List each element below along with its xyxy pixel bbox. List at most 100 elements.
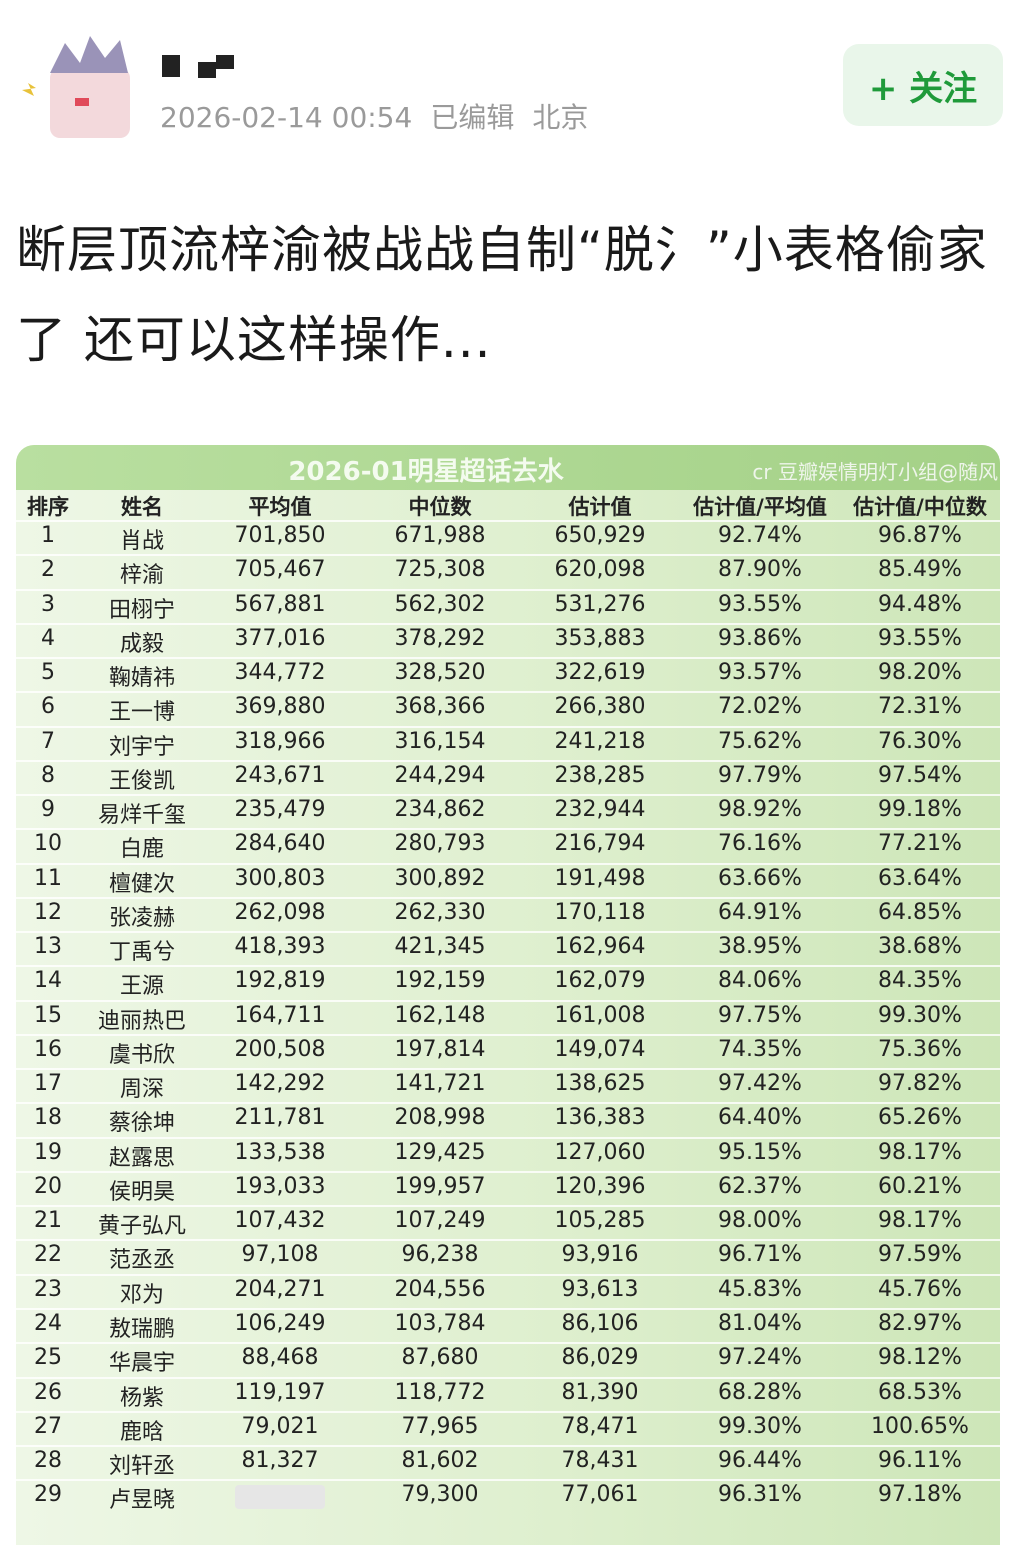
name-cell: 鞠婧祎 [108,666,176,692]
table-image: 2026-01明星超话去水 cr 豆瓣娱情明灯小组@随风 排序 姓名 平均值 中位数 估… [16,445,1000,1545]
name-cell: 成毅 [119,631,165,657]
table-cell: 64.85% [878,899,962,925]
table-cell: 64.40% [718,1105,802,1131]
table-cell: 92.74% [718,523,802,548]
table-cell: 75.36% [878,1036,962,1062]
name-cell: 王源 [119,974,165,1000]
table-cell: 421,345 [394,934,486,960]
table-cell: 96.71% [718,1242,802,1268]
table-cell: 162,079 [554,968,646,994]
table-cell: 64.91% [718,899,802,925]
table-cell: 328,520 [394,660,486,686]
table-cell: 161,008 [554,1002,646,1028]
row-divider [16,862,1000,865]
table-cell: 93.55% [878,625,962,651]
table-cell: 129,425 [394,1139,486,1165]
table-cell: 77,061 [561,1482,639,1508]
table-cell: 105,285 [554,1208,646,1234]
table-cell: 45.83% [718,1276,802,1302]
row-divider [16,1273,1000,1276]
table-cell: 96,238 [401,1242,479,1268]
table-cell: 2 [41,557,55,583]
table-cell: 191,498 [554,865,646,891]
row-divider [16,896,1000,899]
post-edited: 已编辑 [430,101,515,134]
row-divider [16,1205,1000,1208]
column-header: 姓名 [121,495,163,519]
table-title-band [16,445,1000,490]
name-cell: 王一博 [108,700,176,726]
table-cell: 316,154 [394,728,486,754]
post-title: 断层顶流梓渝被战战自制“脱氵”小表格偷家了 还可以这样操作... [16,221,988,369]
table-cell: 17 [34,1071,62,1097]
table-cell: 98.12% [878,1345,962,1371]
table-cell: 142,292 [234,1071,326,1097]
row-divider [16,794,1000,797]
table-cell: 97.54% [878,762,962,788]
name-cell: 白鹿 [119,837,165,863]
table-cell: 197,814 [394,1036,486,1062]
table-cell: 65.26% [878,1105,962,1131]
table-cell: 99.30% [718,1413,802,1439]
row-divider [16,1136,1000,1139]
name-cell: 蔡徐坤 [108,1111,176,1137]
row-divider [16,965,1000,968]
table-cell: 235,479 [234,797,326,823]
follow-button[interactable]: + 关注 [843,44,1003,126]
table-cell: 93.55% [718,591,802,617]
table-cell: 300,892 [394,865,486,891]
table-cell: 72.31% [878,694,962,720]
table-cell: 136,383 [554,1105,646,1131]
row-divider [16,1410,1000,1413]
table-cell: 98.00% [718,1208,802,1234]
avatar[interactable] [20,28,140,143]
table-cell: 232,944 [554,797,646,823]
table-cell: 193,033 [234,1173,326,1199]
row-divider [16,1102,1000,1105]
obscured-cell [235,1485,325,1510]
table-cell: 531,276 [554,591,646,617]
table-cell: 95.15% [718,1139,802,1165]
table-cell: 170,118 [554,899,646,925]
table-cell: 72.02% [718,694,802,720]
table-cell: 28 [34,1448,62,1474]
name-cell: 黄子弘凡 [97,1214,187,1240]
table-cell: 204,556 [394,1276,486,1302]
table-cell: 200,508 [234,1036,326,1062]
table-cell: 81,390 [561,1379,639,1405]
table-cell: 93,613 [561,1276,639,1302]
name-cell: 丁禹兮 [108,940,176,966]
row-divider [16,622,1000,625]
table-cell: 78,471 [561,1413,639,1439]
table-cell: 234,862 [394,797,486,823]
table-cell: 96.44% [718,1448,802,1474]
table-cell: 76.30% [878,728,962,754]
table-cell: 75.62% [718,728,802,754]
post-date: 2026-02-14 00:54 [160,101,413,134]
name-cell: 田栩宁 [108,597,176,623]
row-divider [16,931,1000,934]
name-cell: 卢昱晓 [108,1488,176,1514]
table-cell: 725,308 [394,557,486,583]
avatar-mark [75,98,89,106]
table-cell: 208,998 [394,1105,486,1131]
column-header: 排序 [27,495,69,519]
name-cell: 敖瑞鹏 [108,1316,176,1342]
table-cell: 13 [34,934,62,960]
table-cell: 22 [34,1242,62,1268]
username-censor [162,55,180,77]
table-cell: 141,721 [394,1071,486,1097]
table-cell: 78,431 [561,1448,639,1474]
table-cell: 99.30% [878,1002,962,1028]
table-cell: 87,680 [401,1345,479,1371]
table-cell: 93,916 [561,1242,639,1268]
name-cell: 肖战 [119,529,165,554]
name-cell: 范丞丞 [108,1248,176,1274]
name-cell: 侯明昊 [108,1179,176,1205]
table-cell: 211,781 [234,1105,326,1131]
table-cell: 8 [41,762,55,788]
table-cell: 26 [34,1379,62,1405]
table-cell: 29 [34,1482,62,1508]
table-cell: 5 [41,660,55,686]
table-cell: 106,249 [234,1310,326,1336]
